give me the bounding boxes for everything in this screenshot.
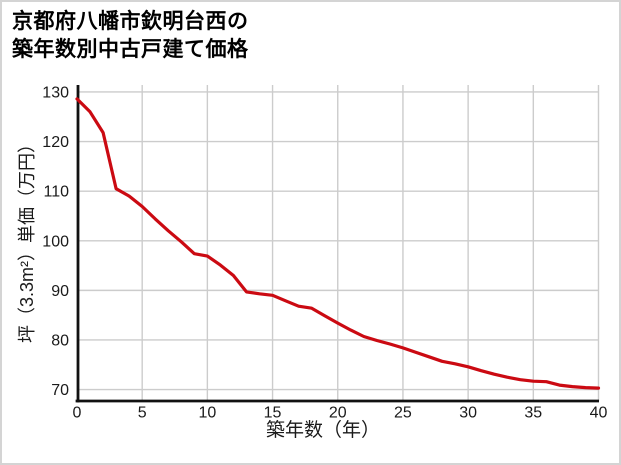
y-axis-tick-labels: 70 80 90 100 110 120 130 [42,84,69,399]
y-tick-label-120: 120 [42,134,69,151]
x-tick-label-40: 40 [590,405,608,422]
axes [75,85,599,403]
y-tick-label-80: 80 [51,332,69,349]
gridlines [77,85,600,401]
x-tick-label-20: 20 [329,405,347,422]
y-tick-label-90: 90 [51,283,69,300]
x-tick-label-35: 35 [524,405,542,422]
chart-title: 京都府八幡市欽明台西の 築年数別中古戸建て価格 [12,8,249,64]
y-tick-label-100: 100 [42,233,69,250]
y-tick-label-70: 70 [51,382,69,399]
x-axis-title: 築年数（年） [266,419,380,441]
x-tick-label-30: 30 [459,405,477,422]
y-axis-title: 坪（3.3m²）単価（万円） [17,135,37,343]
x-tick-label-15: 15 [264,405,282,422]
x-tick-label-10: 10 [198,405,216,422]
x-tick-label-25: 25 [394,405,412,422]
price-line-series [75,97,601,390]
price-line [75,97,601,390]
y-tick-label-110: 110 [43,184,69,201]
y-tick-label-130: 130 [42,84,69,101]
x-axis-tick-labels: 0 5 10 15 20 25 30 35 40 [73,405,608,422]
chart-title-line1: 京都府八幡市欽明台西の [12,10,249,33]
x-tick-label-0: 0 [73,405,82,422]
chart-title-line2: 築年数別中古戸建て価格 [12,38,249,61]
x-tick-label-5: 5 [138,405,147,422]
